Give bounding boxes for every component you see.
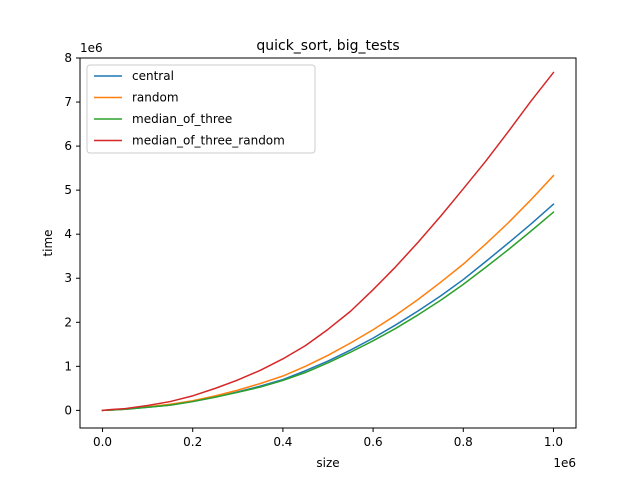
x-tick-label: 0.2 bbox=[183, 435, 202, 449]
series-line-median-of-three bbox=[101, 211, 555, 412]
legend-label-central: central bbox=[132, 69, 174, 83]
x-tick-label: 0.0 bbox=[93, 435, 112, 449]
y-tick-label: 3 bbox=[64, 271, 72, 285]
y-tick-label: 1 bbox=[64, 359, 72, 373]
series-line-median-of-three-random bbox=[101, 71, 555, 412]
x-offset-label: 1e6 bbox=[553, 456, 576, 470]
x-tick-label: 0.8 bbox=[454, 435, 473, 449]
legend-label-median-of-three-random: median_of_three_random bbox=[132, 134, 285, 148]
y-offset-label: 1e6 bbox=[80, 41, 103, 55]
plot-frame bbox=[79, 57, 577, 429]
chart-title: quick_sort, big_tests bbox=[256, 38, 399, 54]
y-axis-label: time bbox=[41, 229, 55, 256]
legend: central random median_of_three median_of_th… bbox=[86, 64, 316, 154]
legend-label-median-of-three: median_of_three bbox=[132, 112, 232, 126]
y-tick-label: 7 bbox=[64, 95, 72, 109]
y-tick-label: 6 bbox=[64, 139, 72, 153]
x-tick-label: 0.6 bbox=[364, 435, 383, 449]
y-axis: 0 1 2 3 4 5 6 7 8 bbox=[64, 51, 80, 417]
series-layer bbox=[101, 71, 555, 412]
y-tick-label: 5 bbox=[64, 183, 72, 197]
y-tick-label: 2 bbox=[64, 315, 72, 329]
x-tick-label: 0.4 bbox=[273, 435, 292, 449]
legend-label-random: random bbox=[132, 91, 179, 105]
legend-box bbox=[86, 64, 316, 154]
y-tick-label: 8 bbox=[64, 51, 72, 65]
x-axis: 0.0 0.2 0.4 0.6 0.8 1.0 bbox=[93, 428, 563, 449]
x-tick-label: 1.0 bbox=[544, 435, 563, 449]
y-tick-label: 0 bbox=[64, 403, 72, 417]
y-tick-label: 4 bbox=[64, 227, 72, 241]
x-axis-label: size bbox=[316, 456, 339, 470]
